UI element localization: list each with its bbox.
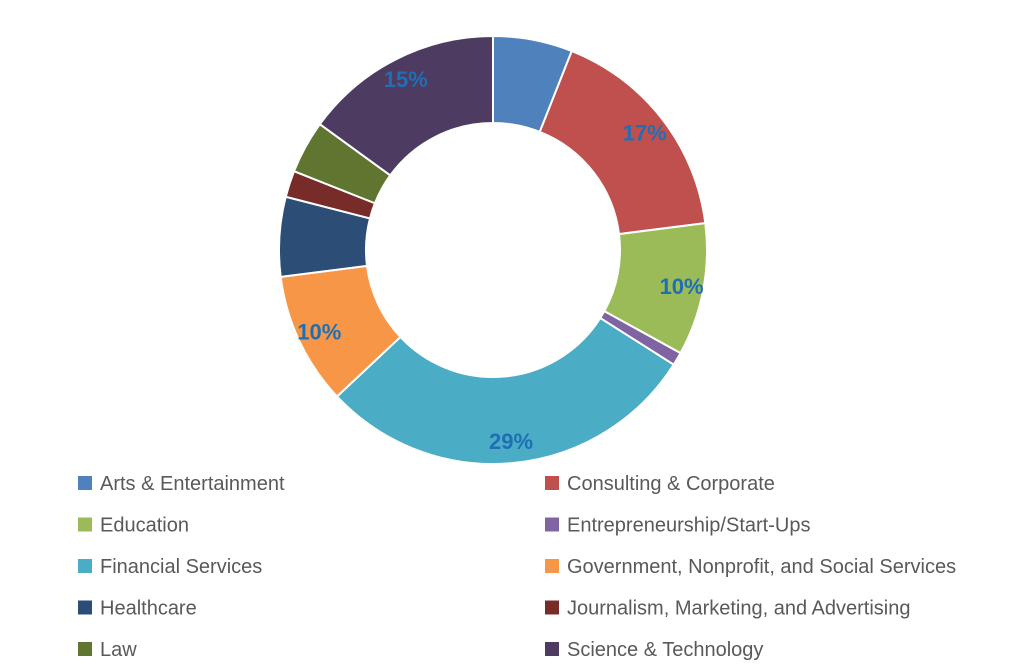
legend-label: Healthcare	[100, 598, 197, 620]
legend-label: Law	[100, 639, 137, 661]
legend-swatch	[545, 642, 559, 656]
legend-swatch	[545, 517, 559, 532]
legend-item-science-technology: Science & Technology	[545, 639, 763, 661]
legend-label: Science & Technology	[567, 639, 763, 661]
legend-item-financial-services: Financial Services	[78, 556, 262, 578]
legend-item-arts-entertainment: Arts & Entertainment	[78, 473, 285, 495]
legend-swatch	[78, 600, 92, 615]
legend-label: Arts & Entertainment	[100, 473, 285, 495]
donut-slices	[278, 34, 708, 465]
legend-label: Entrepreneurship/Start-Ups	[567, 515, 810, 537]
legend-swatch	[545, 600, 559, 615]
data-label-government-nonprofit-and-social-services: 10%	[297, 320, 341, 345]
legend-label: Financial Services	[100, 556, 262, 578]
data-label-education: 10%	[660, 274, 704, 299]
legend-swatch	[78, 517, 92, 532]
data-label-science-technology: 15%	[384, 67, 428, 92]
legend-item-law: Law	[78, 639, 137, 661]
legend-item-entrepreneurship-start-ups: Entrepreneurship/Start-Ups	[545, 515, 810, 537]
legend-item-healthcare: Healthcare	[78, 598, 197, 620]
data-label-financial-services: 29%	[489, 429, 533, 454]
legend-label: Consulting & Corporate	[567, 473, 775, 495]
legend-item-journalism-marketing-and-advertising: Journalism, Marketing, and Advertising	[545, 598, 911, 620]
legend-item-consulting-corporate: Consulting & Corporate	[545, 473, 775, 495]
slice-financial-services	[335, 316, 676, 465]
legend-item-government-nonprofit-and-social-services: Government, Nonprofit, and Social Servic…	[545, 556, 956, 578]
legend-swatch	[78, 559, 92, 573]
legend-label: Journalism, Marketing, and Advertising	[567, 598, 911, 620]
slice-science-technology	[318, 34, 494, 177]
legend-swatch	[78, 642, 92, 656]
data-label-consulting-corporate: 17%	[623, 120, 667, 145]
legend-swatch	[545, 476, 559, 490]
legend-label: Government, Nonprofit, and Social Servic…	[567, 556, 956, 578]
legend-item-education: Education	[78, 515, 189, 537]
legend-swatch	[545, 559, 559, 573]
legend-label: Education	[100, 515, 189, 537]
legend: Arts & Entertainment Consulting & Corpora…	[78, 473, 956, 661]
legend-swatch	[78, 476, 92, 490]
data-labels: 17% 10% 29% 10% 15%	[297, 67, 703, 454]
